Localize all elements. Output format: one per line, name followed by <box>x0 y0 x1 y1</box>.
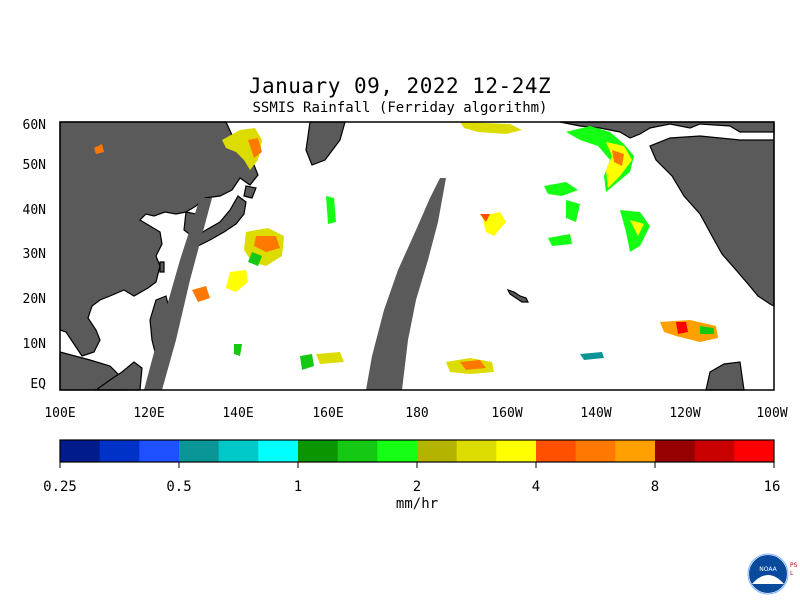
land-japan <box>193 195 247 247</box>
map-title: January 09, 2022 12-24Z <box>248 74 552 98</box>
rain-patch <box>94 144 104 154</box>
rain-patch <box>606 142 632 188</box>
rain-patch <box>300 354 314 370</box>
lat-label-20n: 20N <box>22 292 46 307</box>
map-frame <box>59 121 775 391</box>
colorbar-swatch <box>575 440 616 462</box>
rain-patch <box>460 122 522 134</box>
rain-patch <box>226 270 248 292</box>
land-north-america <box>649 122 775 307</box>
rain-patch <box>192 286 210 302</box>
colorbar-label-4: 4 <box>531 479 541 495</box>
colorbar-units: mm/hr <box>395 496 439 512</box>
colorbar-swatch <box>655 440 696 462</box>
colorbar-label-16: 16 <box>763 479 781 495</box>
rain-patch <box>620 210 650 252</box>
land-hokkaido <box>243 185 257 199</box>
colorbar-swatch <box>298 440 339 462</box>
land-asia <box>59 121 259 357</box>
lon-label-160e: 160E <box>312 406 344 421</box>
rain-patch <box>460 360 486 370</box>
rain-patch <box>580 352 604 360</box>
colorbar-swatch <box>615 440 656 462</box>
colorbar-swatch <box>99 440 140 462</box>
lat-label-60n: 60N <box>22 118 46 133</box>
gap-swath-west <box>144 198 212 390</box>
colorbar-label-0-25: 0.25 <box>43 479 77 495</box>
colorbar-swatch <box>337 440 378 462</box>
map-subtitle: SSMIS Rainfall (Ferriday algorithm) <box>252 100 548 116</box>
rain-patch <box>612 150 624 166</box>
colorbar-swatch <box>179 440 220 462</box>
data-gaps <box>144 178 446 390</box>
land-areas <box>59 121 775 391</box>
lat-label-40n: 40N <box>22 203 46 218</box>
rain-patch <box>480 214 490 222</box>
land-taiwan <box>159 261 165 273</box>
rain-patch <box>222 128 262 170</box>
rain-patch <box>660 320 718 342</box>
rain-patch <box>548 234 572 246</box>
rain-patch <box>248 252 262 266</box>
colorbar-swatch <box>377 440 418 462</box>
lon-label-120w: 120W <box>669 406 701 421</box>
colorbar-label-1: 1 <box>293 479 303 495</box>
colorbar-swatch <box>417 440 458 462</box>
colorbar <box>59 440 775 468</box>
rain-patch <box>544 182 578 196</box>
colorbar-swatch <box>456 440 497 462</box>
lon-label-140e: 140E <box>222 406 254 421</box>
rain-patch <box>566 200 580 222</box>
colorbar-swatch <box>218 440 259 462</box>
lon-label-180: 180 <box>405 406 429 421</box>
lon-label-120e: 120E <box>133 406 165 421</box>
lat-label-50n: 50N <box>22 158 46 173</box>
rain-patch <box>676 322 688 334</box>
rain-patch <box>316 352 344 364</box>
colorbar-label-2: 2 <box>412 479 422 495</box>
land-alaska <box>559 121 775 139</box>
gap-swath-central <box>366 178 446 390</box>
rain-patch <box>254 236 280 252</box>
noaa-logo-text: NOAA <box>759 566 777 573</box>
colorbar-frame <box>59 439 775 463</box>
rain-patch <box>700 326 714 334</box>
colorbar-label-8: 8 <box>650 479 660 495</box>
rain-patches <box>94 122 718 374</box>
colorbar-swatch <box>536 440 577 462</box>
lat-label-eq: EQ <box>30 377 46 392</box>
colorbar-swatch <box>496 440 537 462</box>
noaa-logo <box>747 553 789 595</box>
colorbar-swatch <box>258 440 299 462</box>
lon-label-140w: 140W <box>580 406 612 421</box>
psl-logo-text: PSL <box>790 562 798 577</box>
colorbar-swatch <box>139 440 180 462</box>
rain-patch <box>630 220 644 236</box>
colorbar-swatch <box>734 440 775 462</box>
colorbar-swatch <box>60 440 101 462</box>
land-hawaii <box>506 288 529 303</box>
lon-label-100w: 100W <box>756 406 788 421</box>
lon-label-100e: 100E <box>44 406 76 421</box>
lon-label-160w: 160W <box>491 406 523 421</box>
rain-patch <box>326 196 336 224</box>
colorbar-swatch <box>694 440 735 462</box>
rain-patch <box>234 344 242 356</box>
lat-label-10n: 10N <box>22 337 46 352</box>
rain-patch <box>248 138 262 158</box>
colorbar-label-0-5: 0.5 <box>166 479 192 495</box>
lat-label-30n: 30N <box>22 247 46 262</box>
